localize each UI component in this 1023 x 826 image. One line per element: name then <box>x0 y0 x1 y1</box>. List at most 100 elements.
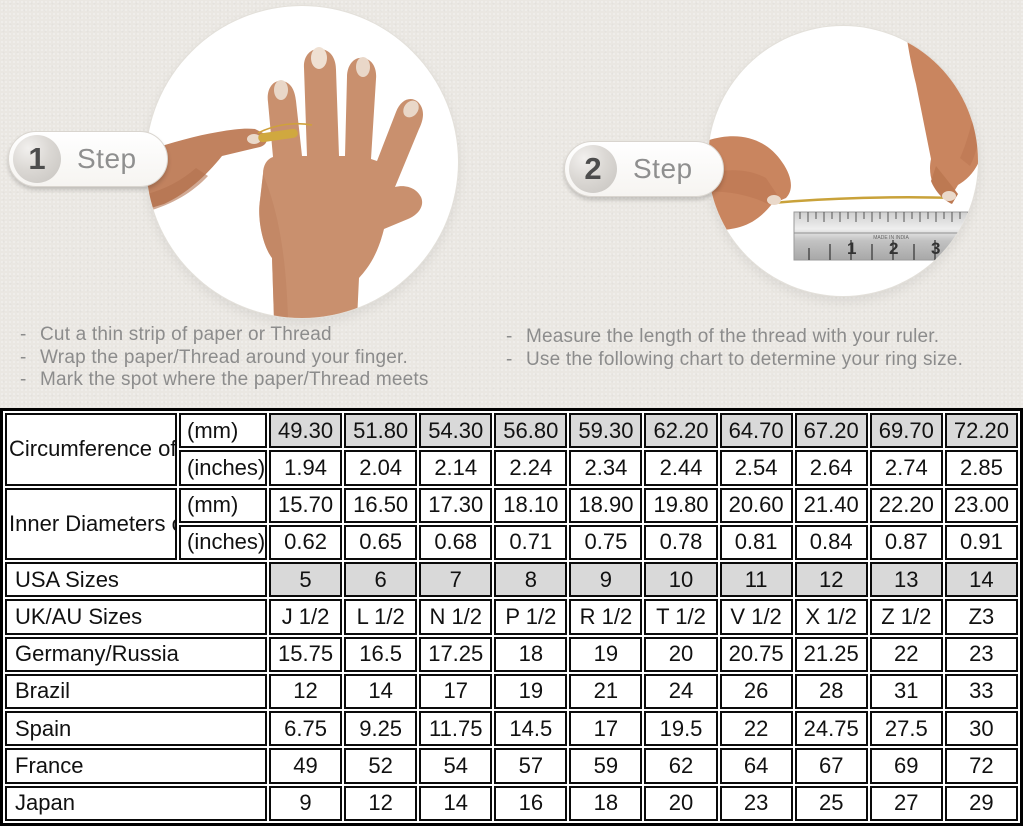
value-cell: 16.5 <box>344 636 418 672</box>
table-row: UK/AU Sizes J 1/2 L 1/2 N 1/2 P 1/2 R 1/2 T 1/… <box>5 599 1018 635</box>
instructions-section: 1 2 3 MADE IN INDIA <box>0 0 1023 408</box>
unit-label: (mm) <box>179 487 267 523</box>
value-cell: R 1/2 <box>569 599 643 635</box>
table-row: Inner Diameters of Rings(mm)15.7016.5017… <box>5 487 1018 561</box>
value-cell: 21 <box>569 673 643 710</box>
row-label: Brazil <box>5 673 267 710</box>
value-cell: 2.85 <box>944 450 1018 486</box>
ruler-number-2: 2 <box>889 239 898 258</box>
value-cell: 27 <box>869 785 943 821</box>
bullet-dash: - <box>506 348 513 370</box>
value-cell: 14 <box>944 562 1018 598</box>
value-cell: 19.80 <box>644 487 718 523</box>
instruction-text: Use the following chart to determine you… <box>526 348 964 370</box>
value-cell: 10 <box>644 562 718 598</box>
value-cell: 19 <box>494 673 568 710</box>
value-cell: 24 <box>644 673 718 710</box>
step1-label: Step <box>77 143 137 174</box>
value-cell: 52 <box>344 748 418 784</box>
ring-size-table: Circumference of Your Finger(mm)49.3051.… <box>0 408 1023 826</box>
ruler-number-3: 3 <box>931 239 940 258</box>
value-cell: Z 1/2 <box>869 599 943 635</box>
step2-badge: 2 Step <box>564 141 724 197</box>
bullet-dash: - <box>506 326 513 347</box>
row-group-label: Circumference of Your Finger <box>5 413 177 486</box>
value-cell: 33 <box>944 673 1018 710</box>
value-cell: 13 <box>869 562 943 598</box>
value-cell: 57 <box>494 748 568 784</box>
step1-instructions: - Cut a thin strip of paper or Thread - Wra… <box>20 324 429 392</box>
value-cell: V 1/2 <box>719 599 793 635</box>
gold-thread-ring <box>258 128 298 143</box>
value-cell: 0.71 <box>494 524 568 561</box>
value-cell: 15.70 <box>269 487 343 523</box>
instruction-line: - Cut a thin strip of paper or Thread <box>20 324 429 347</box>
value-cell: 2.34 <box>569 450 643 486</box>
value-cell: J 1/2 <box>269 599 343 635</box>
value-cell: 30 <box>944 711 1018 747</box>
table-row: France 49 52 54 57 59 62 64 67 69 72 <box>5 748 1018 784</box>
value-cell: 16 <box>494 785 568 821</box>
value-cell: 72.20 <box>944 413 1018 449</box>
value-cell: 12 <box>794 562 868 598</box>
table-row: Germany/Russia 15.75 16.5 17.25 18 19 20 20.75 2… <box>5 636 1018 672</box>
value-cell: 24.75 <box>794 711 868 747</box>
table-row: USA Sizes 5 6 7 8 9 10 11 12 13 14 <box>5 562 1018 598</box>
value-cell: 17.25 <box>419 636 493 672</box>
value-cell: 67 <box>794 748 868 784</box>
value-cell: 0.84 <box>794 524 868 561</box>
value-cell: 20.75 <box>719 636 793 672</box>
bullet-dash: - <box>20 324 27 345</box>
value-cell: 56.80 <box>494 413 568 449</box>
value-cell: 29 <box>944 785 1018 821</box>
value-cell: T 1/2 <box>644 599 718 635</box>
row-label: USA Sizes <box>5 562 267 598</box>
value-cell: 31 <box>869 673 943 710</box>
value-cell: 17 <box>419 673 493 710</box>
step1-number-circle: 1 <box>13 135 61 183</box>
value-cell: 64 <box>719 748 793 784</box>
table-row: Brazil 12 14 17 19 21 24 26 28 31 33 <box>5 673 1018 710</box>
value-cell: 0.75 <box>569 524 643 561</box>
value-cell: 20 <box>644 636 718 672</box>
instruction-text: Cut a thin strip of paper or Thread <box>40 324 332 345</box>
unit-label: (mm) <box>179 413 267 449</box>
value-cell: 49 <box>269 748 343 784</box>
value-cell: X 1/2 <box>794 599 868 635</box>
instruction-line: - Measure the length of the thread with y… <box>506 326 963 349</box>
unit-label: (inches) <box>179 524 267 561</box>
value-cell: 17.30 <box>419 487 493 523</box>
table-row: (inches) 1.94 2.04 2.14 2.24 2.34 2.44 2.54 2.64… <box>5 450 1018 486</box>
ruler-number-1: 1 <box>847 239 856 258</box>
step2-number-circle: 2 <box>569 145 617 193</box>
table-row: Japan 9 12 14 16 18 20 23 25 27 29 <box>5 785 1018 821</box>
value-cell: 11 <box>719 562 793 598</box>
bullet-dash: - <box>20 346 27 368</box>
value-cell: 9 <box>569 562 643 598</box>
table-row: (inches) 0.62 0.65 0.68 0.71 0.75 0.78 0.81 0.84… <box>5 524 1018 561</box>
table-row: Spain 6.75 9.25 11.75 14.5 17 19.5 22 24.75 27.5 3… <box>5 711 1018 747</box>
value-cell: 0.91 <box>944 524 1018 561</box>
value-cell: 69.70 <box>869 413 943 449</box>
value-cell: 19.5 <box>644 711 718 747</box>
instruction-line: - Mark the spot where the paper/Thread me… <box>20 369 429 392</box>
instruction-line: - Wrap the paper/Thread around your finge… <box>20 347 429 370</box>
value-cell: 21.40 <box>794 487 868 523</box>
value-cell: 27.5 <box>869 711 943 747</box>
value-cell: 18.10 <box>494 487 568 523</box>
value-cell: 62 <box>644 748 718 784</box>
instruction-text: Measure the length of the thread with yo… <box>526 326 940 347</box>
value-cell: Z3 <box>944 599 1018 635</box>
value-cell: 59 <box>569 748 643 784</box>
value-cell: 2.04 <box>344 450 418 486</box>
value-cell: 18.90 <box>569 487 643 523</box>
value-cell: 54.30 <box>419 413 493 449</box>
value-cell: 54 <box>419 748 493 784</box>
value-cell: 6.75 <box>269 711 343 747</box>
value-cell: 51.80 <box>344 413 418 449</box>
bullet-dash: - <box>20 369 27 390</box>
value-cell: 19 <box>569 636 643 672</box>
row-label: Spain <box>5 711 267 747</box>
value-cell: 12 <box>269 673 343 710</box>
value-cell: 2.54 <box>719 450 793 486</box>
